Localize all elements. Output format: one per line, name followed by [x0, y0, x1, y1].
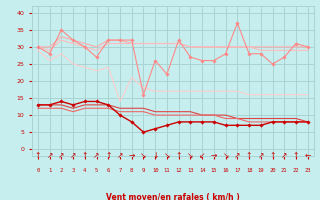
Text: ←: ← [305, 151, 311, 160]
Text: →: → [129, 151, 135, 160]
Text: ↑: ↑ [175, 151, 182, 160]
Text: ↑: ↑ [82, 151, 88, 160]
Text: →: → [211, 151, 217, 160]
Text: ↙: ↙ [199, 151, 205, 160]
Text: ↘: ↘ [164, 151, 170, 160]
Text: ↑: ↑ [105, 151, 111, 160]
Text: ↘: ↘ [222, 151, 229, 160]
Text: ↑: ↑ [246, 151, 252, 160]
Text: ↑: ↑ [35, 151, 41, 160]
X-axis label: Vent moyen/en rafales ( km/h ): Vent moyen/en rafales ( km/h ) [106, 193, 240, 200]
Text: ↓: ↓ [152, 151, 158, 160]
Text: ↘: ↘ [140, 151, 147, 160]
Text: ↗: ↗ [234, 151, 241, 160]
Text: ↑: ↑ [293, 151, 299, 160]
Text: ↗: ↗ [46, 151, 53, 160]
Text: ↗: ↗ [70, 151, 76, 160]
Text: ↗: ↗ [117, 151, 123, 160]
Text: ↗: ↗ [58, 151, 65, 160]
Text: ↑: ↑ [269, 151, 276, 160]
Text: ↗: ↗ [281, 151, 287, 160]
Text: ↗: ↗ [258, 151, 264, 160]
Text: ↗: ↗ [93, 151, 100, 160]
Text: ↘: ↘ [187, 151, 194, 160]
